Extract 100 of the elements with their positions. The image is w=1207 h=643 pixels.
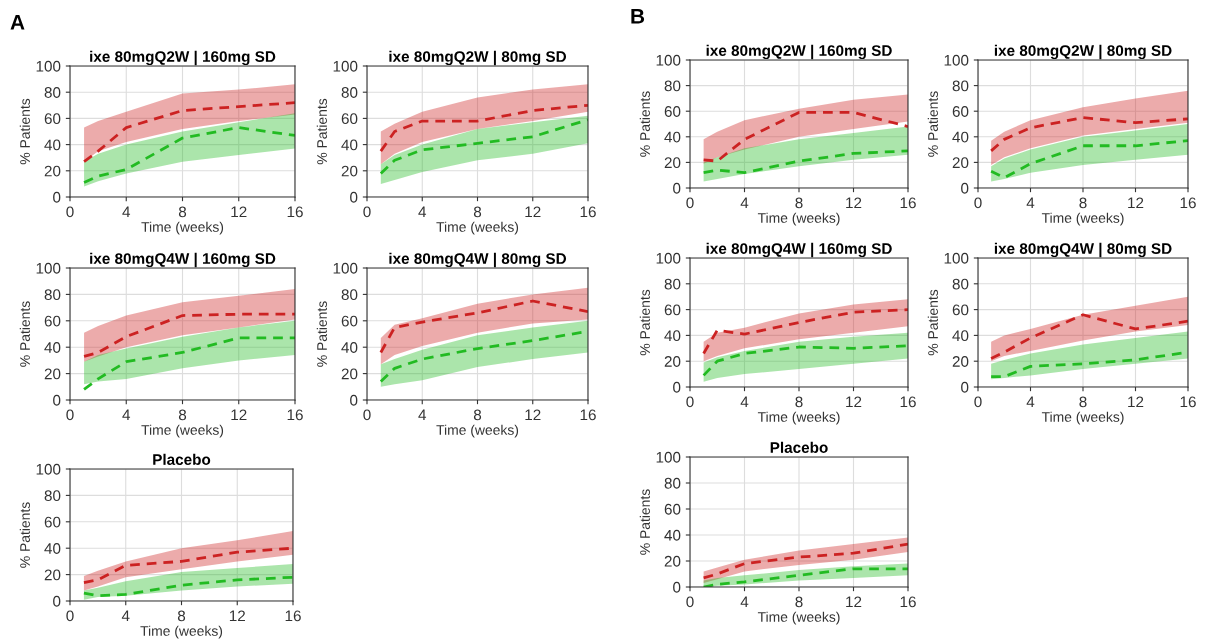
y-tick-label: 20 bbox=[664, 356, 681, 367]
x-tick-label: 4 bbox=[418, 206, 427, 218]
x-tick-label: 16 bbox=[580, 409, 596, 421]
y-tick-label: 60 bbox=[44, 113, 61, 125]
x-axis-title: Time (weeks) bbox=[140, 625, 223, 639]
x-tick-label: 4 bbox=[740, 396, 749, 408]
x-tick-label: 0 bbox=[66, 206, 74, 218]
y-axis-title: % Patients bbox=[639, 289, 650, 356]
y-tick-label: 40 bbox=[664, 131, 681, 143]
x-tick-label: 8 bbox=[795, 596, 803, 608]
y-tick-label: 100 bbox=[944, 252, 969, 264]
x-tick-label: 12 bbox=[1128, 396, 1144, 408]
line-series bbox=[702, 149, 908, 175]
y-tick-label: 80 bbox=[664, 477, 681, 489]
y-axis-title: % Patients bbox=[927, 289, 938, 356]
y-tick-label: 40 bbox=[952, 131, 969, 143]
chart-title: ixe 80mgQ4W | 80mg SD bbox=[389, 252, 567, 268]
line-series bbox=[82, 336, 295, 391]
x-tick-label: 0 bbox=[686, 197, 694, 209]
x-tick-label: 8 bbox=[473, 206, 482, 218]
y-axis-title: % Patients bbox=[927, 91, 938, 157]
x-tick-label: 0 bbox=[974, 197, 982, 209]
y-tick-label: 20 bbox=[44, 569, 61, 581]
chart-title: ixe 80mgQ4W | 160mg SD bbox=[90, 252, 276, 268]
x-axis-title: Time (weeks) bbox=[757, 611, 840, 625]
line-series bbox=[82, 312, 295, 358]
x-tick-label: 16 bbox=[287, 206, 303, 218]
y-tick-label: 80 bbox=[664, 80, 681, 92]
y-tick-label: 0 bbox=[961, 182, 969, 194]
x-tick-label: 0 bbox=[66, 610, 74, 622]
x-axis-title: Time (weeks) bbox=[1041, 411, 1124, 425]
y-axis-title: % Patients bbox=[639, 91, 650, 157]
x-tick-label: 8 bbox=[178, 206, 187, 218]
x-tick-label: 4 bbox=[1026, 396, 1035, 408]
line-series bbox=[379, 103, 588, 153]
y-tick-label: 20 bbox=[341, 368, 358, 380]
x-tick-label: 8 bbox=[795, 396, 803, 408]
y-tick-label: 20 bbox=[44, 368, 61, 380]
x-tick-label: 0 bbox=[686, 396, 694, 408]
x-tick-label: 12 bbox=[231, 206, 247, 218]
y-tick-label: 60 bbox=[664, 304, 681, 316]
y-tick-label: 60 bbox=[341, 113, 358, 125]
y-tick-label: 100 bbox=[36, 262, 61, 274]
line-series bbox=[82, 101, 295, 164]
y-axis-title: % Patients bbox=[639, 489, 650, 555]
x-tick-label: 8 bbox=[1079, 197, 1087, 209]
y-tick-label: 0 bbox=[673, 381, 681, 393]
y-tick-label: 0 bbox=[961, 381, 969, 393]
x-tick-label: 0 bbox=[66, 409, 74, 421]
x-tick-label: 16 bbox=[580, 206, 596, 218]
x-axis-title: Time (weeks) bbox=[141, 221, 224, 235]
y-axis-title: % Patients bbox=[316, 301, 327, 367]
y-tick-label: 0 bbox=[673, 182, 681, 194]
x-tick-label: 8 bbox=[177, 610, 186, 622]
x-tick-label: 12 bbox=[846, 596, 862, 608]
y-axis-title: % Patients bbox=[316, 98, 327, 165]
y-tick-label: 40 bbox=[341, 342, 358, 353]
y-tick-label: 40 bbox=[664, 330, 681, 342]
line-series bbox=[82, 575, 293, 598]
y-tick-label: 60 bbox=[664, 503, 681, 515]
y-tick-label: 80 bbox=[44, 490, 61, 502]
y-tick-label: 80 bbox=[664, 278, 681, 290]
x-tick-label: 8 bbox=[178, 409, 187, 421]
y-tick-label: 100 bbox=[944, 54, 969, 66]
x-tick-label: 4 bbox=[1026, 197, 1035, 209]
y-tick-label: 100 bbox=[656, 54, 681, 66]
text: B bbox=[631, 9, 645, 24]
line-series bbox=[379, 299, 588, 354]
y-axis-title: % Patients bbox=[19, 502, 30, 568]
x-tick-label: 4 bbox=[122, 409, 131, 421]
x-axis-title: Time (weeks) bbox=[757, 411, 840, 425]
chart-title: Placebo bbox=[770, 441, 828, 453]
x-tick-label: 12 bbox=[846, 197, 862, 209]
x-tick-label: 16 bbox=[900, 197, 916, 209]
y-tick-label: 100 bbox=[656, 252, 681, 264]
y-tick-label: 0 bbox=[673, 581, 681, 593]
x-tick-label: 8 bbox=[473, 409, 482, 421]
y-tick-label: 60 bbox=[952, 106, 969, 117]
x-tick-label: 0 bbox=[363, 409, 371, 421]
y-axis-title: % Patients bbox=[19, 98, 30, 165]
x-tick-label: 12 bbox=[525, 206, 541, 218]
y-tick-label: 100 bbox=[656, 451, 681, 463]
x-axis-title: Time (weeks) bbox=[436, 424, 519, 438]
x-tick-label: 12 bbox=[525, 409, 541, 421]
y-tick-label: 60 bbox=[44, 516, 61, 528]
x-tick-label: 16 bbox=[900, 396, 916, 408]
y-tick-label: 20 bbox=[664, 555, 681, 567]
x-tick-label: 4 bbox=[740, 197, 749, 209]
y-tick-label: 40 bbox=[341, 139, 358, 151]
x-tick-label: 4 bbox=[121, 610, 130, 622]
y-axis-title: % Patients bbox=[19, 301, 30, 367]
line-series bbox=[82, 126, 295, 184]
x-axis-title: Time (weeks) bbox=[141, 424, 224, 438]
y-tick-label: 40 bbox=[44, 543, 61, 554]
y-tick-label: 20 bbox=[341, 165, 358, 177]
y-tick-label: 40 bbox=[44, 342, 61, 353]
x-tick-label: 16 bbox=[285, 610, 301, 622]
y-tick-label: 20 bbox=[952, 157, 969, 169]
y-tick-label: 40 bbox=[44, 139, 61, 151]
y-tick-label: 60 bbox=[664, 106, 681, 117]
